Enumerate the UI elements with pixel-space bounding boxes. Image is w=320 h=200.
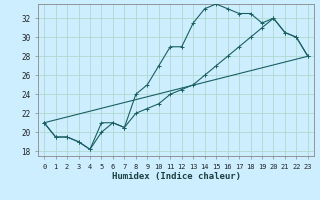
X-axis label: Humidex (Indice chaleur): Humidex (Indice chaleur) <box>111 172 241 181</box>
